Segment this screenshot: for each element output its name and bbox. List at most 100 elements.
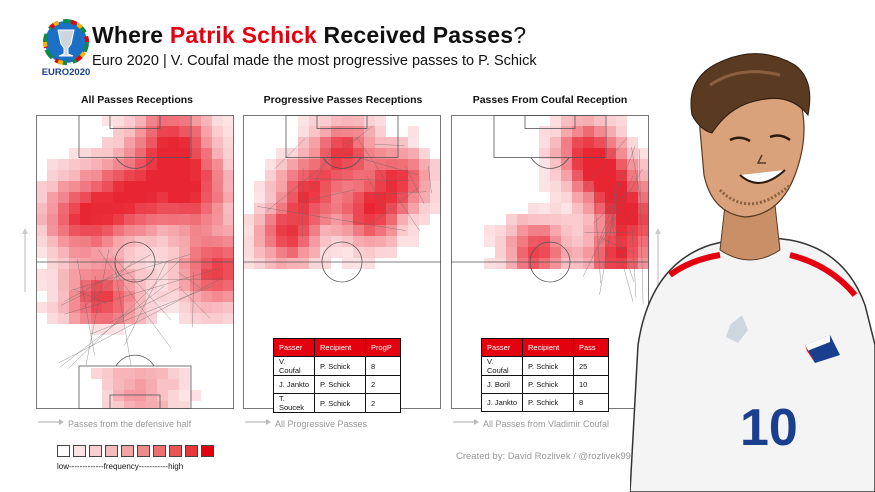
heatmap-cell — [265, 181, 276, 192]
heatmap-cell — [190, 280, 201, 291]
logo-wordmark: EURO2020 — [42, 67, 91, 78]
heatmap-cell — [309, 247, 320, 258]
heatmap-cell — [397, 137, 408, 148]
heatmap-cell — [408, 225, 419, 236]
heatmap-cell — [364, 192, 375, 203]
table-row: J. Boril P. Schick 10 — [481, 375, 609, 394]
heatmap-cell — [638, 192, 649, 203]
heatmap-cell — [58, 280, 69, 291]
heatmap-cell — [58, 313, 69, 324]
heatmap-cell — [627, 214, 638, 225]
heatmap-cell — [583, 192, 594, 203]
legend-swatch — [169, 445, 182, 457]
heatmap-cell — [364, 214, 375, 225]
heatmap-cell — [276, 148, 287, 159]
heatmap-cell — [594, 236, 605, 247]
heatmap-cell — [539, 159, 550, 170]
heatmap-cell — [594, 214, 605, 225]
heatmap-cell — [146, 390, 157, 401]
heatmap-cell — [157, 302, 168, 313]
heatmap-cell — [58, 258, 69, 269]
legend-swatch — [137, 445, 150, 457]
heatmap-cell — [375, 214, 386, 225]
heatmap-cell — [616, 159, 627, 170]
heatmap-cell — [135, 170, 146, 181]
heatmap-cell — [135, 214, 146, 225]
heatmap-cell — [135, 159, 146, 170]
heatmap-cell — [190, 181, 201, 192]
heatmap-cell — [80, 203, 91, 214]
heatmap-cell — [212, 280, 223, 291]
heatmap-cell — [201, 181, 212, 192]
heatmap-cell — [179, 126, 190, 137]
heatmap-cell — [113, 225, 124, 236]
heatmap-cell — [583, 203, 594, 214]
table-cell: V. Coufal — [481, 356, 523, 376]
heatmap-cell — [212, 192, 223, 203]
heatmap-cell — [484, 258, 495, 269]
heatmap-cell — [309, 192, 320, 203]
heatmap-cell — [331, 192, 342, 203]
heatmap-cell — [265, 214, 276, 225]
heatmap-cell — [201, 247, 212, 258]
heatmap-cell — [201, 115, 212, 126]
heatmap-cell — [419, 203, 430, 214]
pass-line — [60, 292, 87, 306]
heatmap-cell — [146, 368, 157, 379]
heatmap-cell — [276, 203, 287, 214]
heatmap-cell — [113, 159, 124, 170]
heatmap-cell — [342, 214, 353, 225]
heatmap-cell — [157, 159, 168, 170]
heatmap-cell — [561, 203, 572, 214]
heatmap-cell — [572, 192, 583, 203]
heatmap-cell — [91, 148, 102, 159]
heatmap-cell — [265, 159, 276, 170]
heatmap-cell — [168, 368, 179, 379]
heatmap-cell — [113, 115, 124, 126]
heatmap-cell — [135, 302, 146, 313]
heatmap-cell — [102, 247, 113, 258]
heatmap-cell — [179, 302, 190, 313]
heatmap-cell — [47, 225, 58, 236]
heatmap-cell — [36, 214, 47, 225]
heatmap-cell — [113, 302, 124, 313]
heatmap-cell — [179, 170, 190, 181]
heatmap-cell — [190, 192, 201, 203]
heatmap-cell — [528, 203, 539, 214]
pass-line — [302, 167, 304, 238]
heatmap-cell — [408, 148, 419, 159]
heatmap-cell — [616, 137, 627, 148]
heatmap-cell — [223, 148, 234, 159]
pass-line — [610, 220, 634, 302]
pass-line — [367, 176, 388, 214]
heatmap-cell — [157, 126, 168, 137]
pass-line — [90, 285, 213, 335]
pass-line — [303, 189, 356, 202]
arrow-right-icon — [38, 418, 64, 429]
heatmap-cell — [179, 401, 190, 409]
heatmap-cell — [124, 280, 135, 291]
heatmap-cell — [69, 203, 80, 214]
heatmap-cell — [157, 269, 168, 280]
table-cell: P. Schick — [522, 356, 574, 376]
pass-line — [117, 278, 224, 281]
passer-table-progressive: Passer Recipient ProgP V. Coufal P. Schi… — [273, 338, 401, 413]
heatmap-cell — [157, 258, 168, 269]
heatmap-cell — [627, 225, 638, 236]
heatmap-cell — [342, 148, 353, 159]
heatmap-cell — [506, 247, 517, 258]
heatmap-cell — [102, 390, 113, 401]
table-row: J. Jankto P. Schick 2 — [273, 375, 401, 394]
heatmap-cell — [419, 192, 430, 203]
heatmap-cell — [594, 148, 605, 159]
heatmap-cell — [212, 115, 223, 126]
heatmap-cell — [408, 214, 419, 225]
col-header: Recipient — [314, 338, 366, 357]
col-header: ProgP — [365, 338, 401, 357]
heatmap-cell — [572, 159, 583, 170]
heatmap-cell — [168, 115, 179, 126]
heatmap-cell — [616, 225, 627, 236]
heatmap-cell — [309, 225, 320, 236]
heatmap-cell — [539, 236, 550, 247]
heatmap-cell — [386, 137, 397, 148]
